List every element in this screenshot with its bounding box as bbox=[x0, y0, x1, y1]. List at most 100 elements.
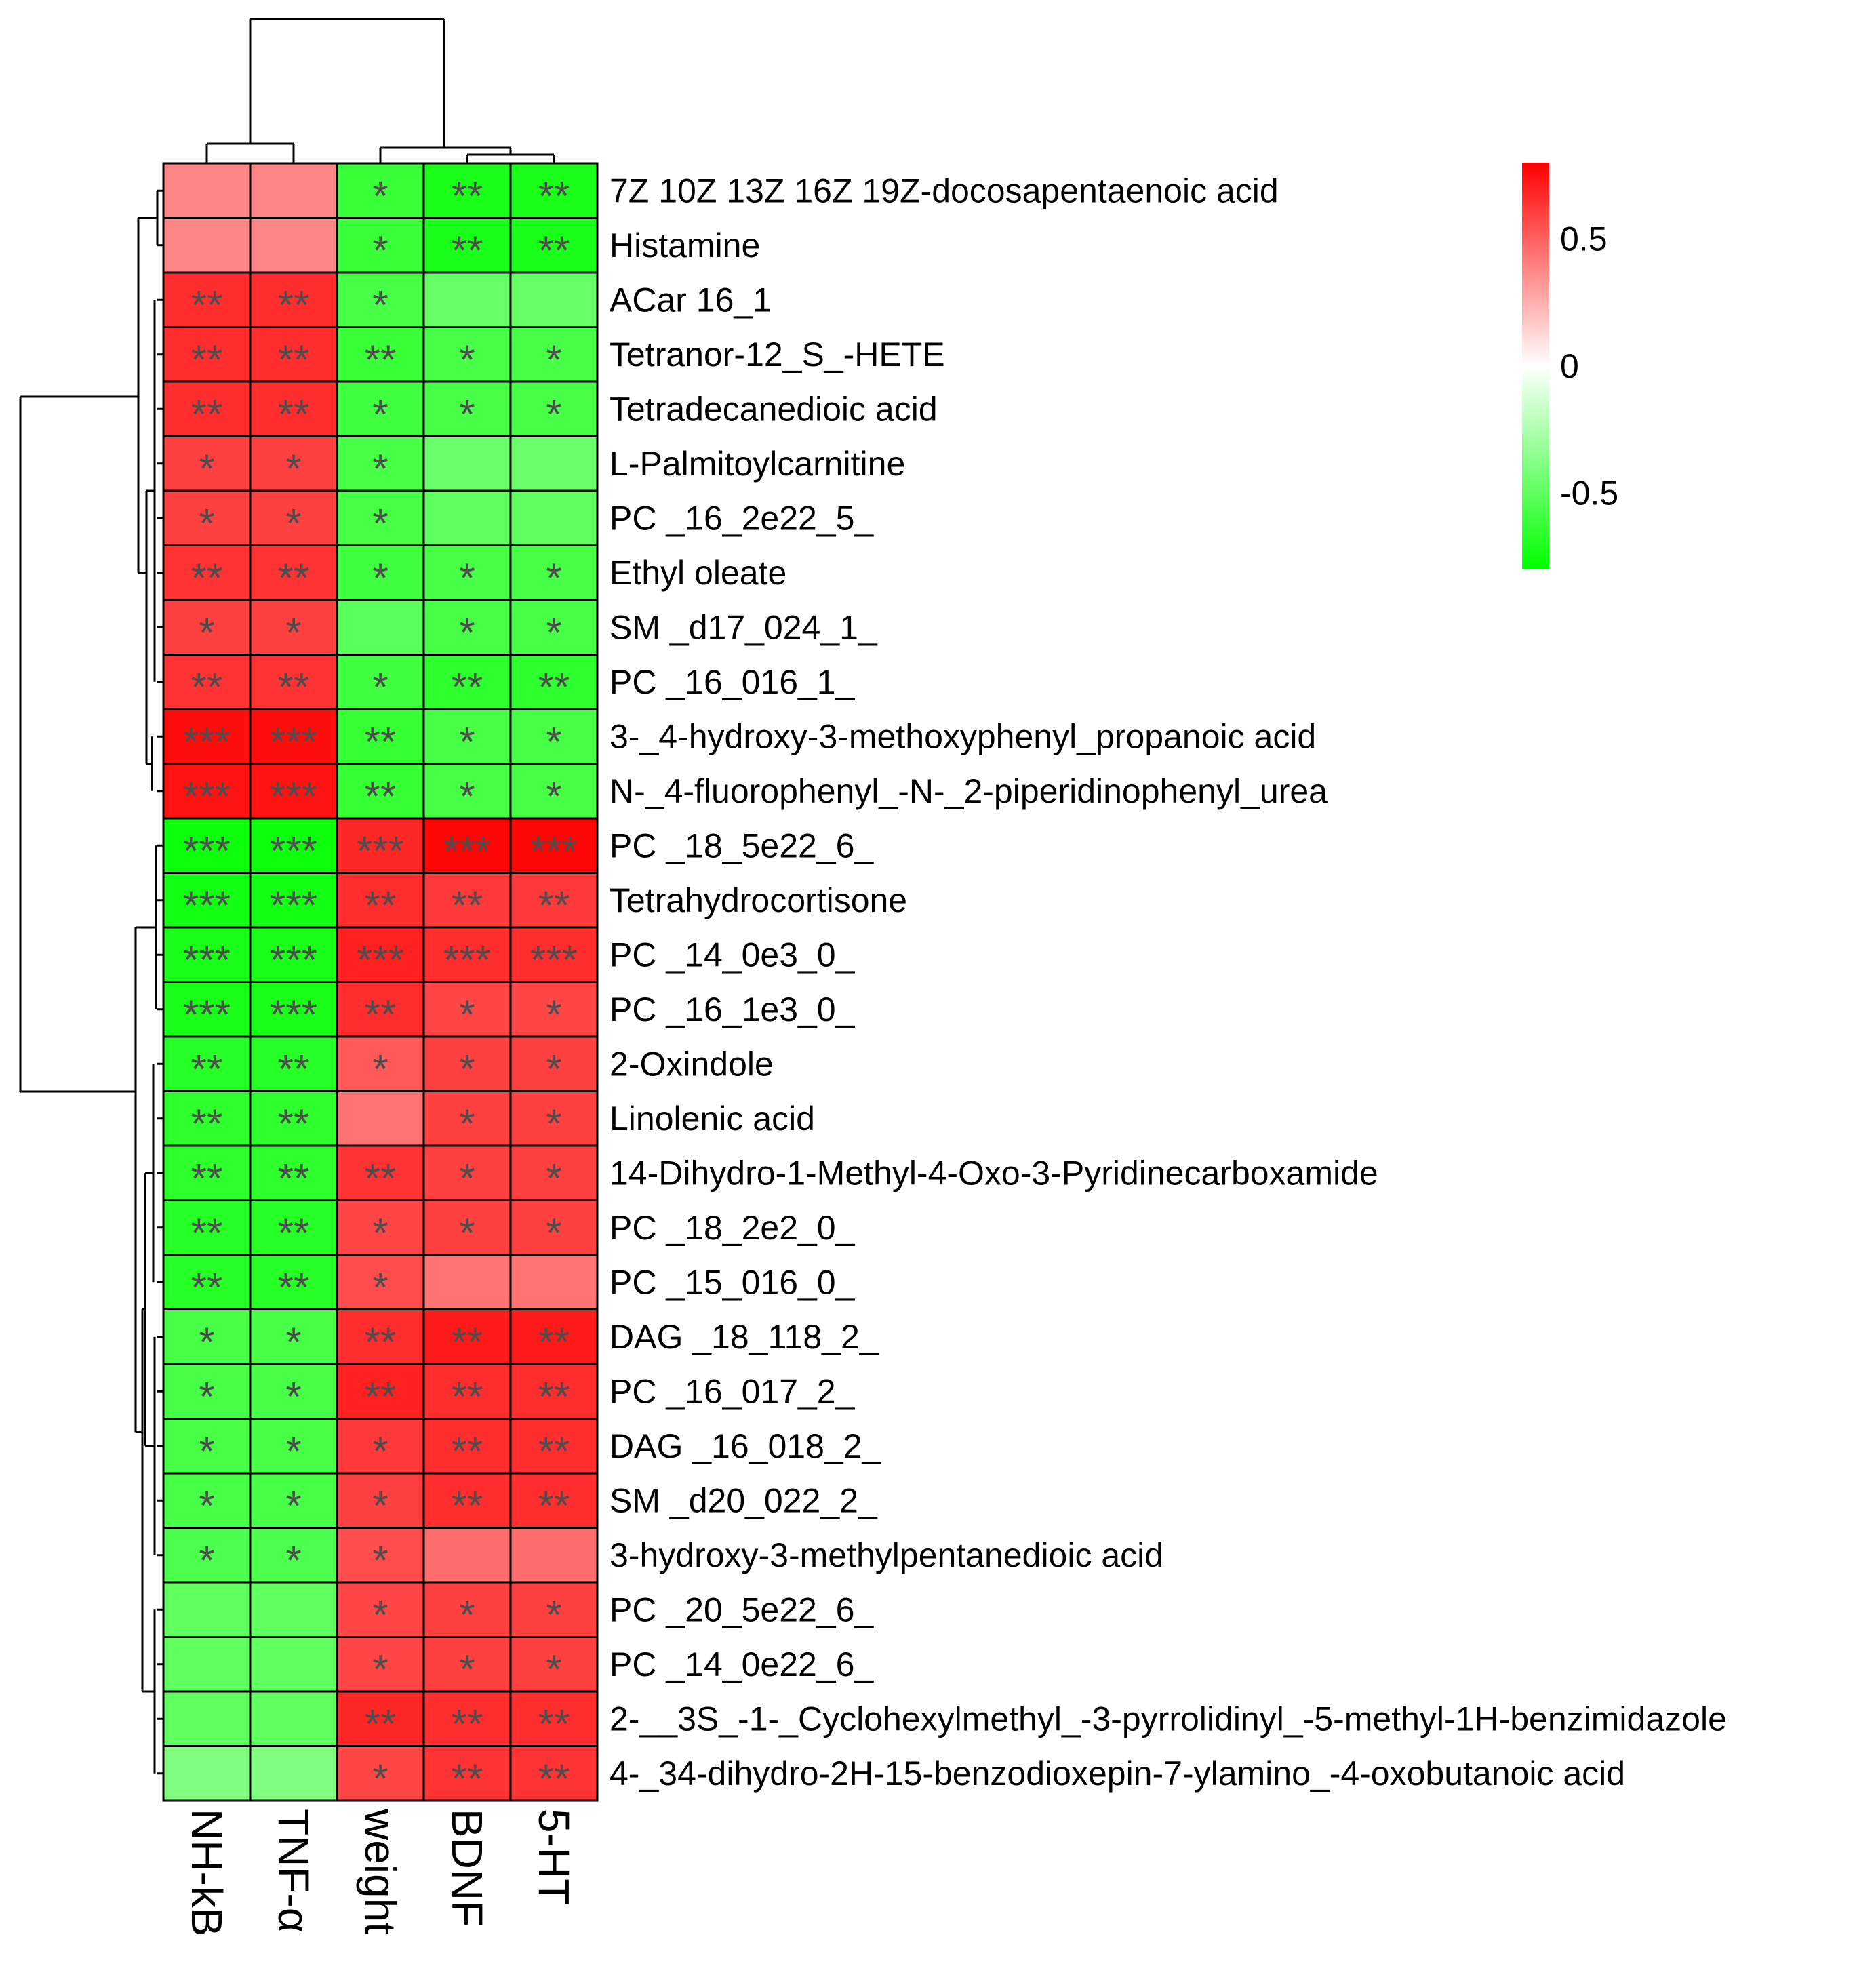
significance-star: *** bbox=[183, 828, 231, 873]
significance-star: ** bbox=[538, 1701, 570, 1746]
heatmap-cell bbox=[509, 817, 599, 874]
significance-star: * bbox=[546, 1210, 561, 1256]
significance-star: ** bbox=[191, 1264, 223, 1310]
significance-star: *** bbox=[270, 992, 317, 1037]
heatmap-cell bbox=[509, 763, 599, 820]
heatmap-cell bbox=[162, 1690, 252, 1747]
heatmap-cell bbox=[422, 708, 512, 765]
heatmap-cell bbox=[249, 1144, 338, 1201]
significance-star: *** bbox=[443, 937, 491, 982]
significance-star: * bbox=[459, 337, 475, 382]
heatmap-cell bbox=[336, 1418, 425, 1475]
heatmap-cell bbox=[162, 544, 252, 601]
row-label: 4-_34-dihydro-2H-15-benzodioxepin-7-ylam… bbox=[610, 1755, 1625, 1793]
significance-star: * bbox=[459, 609, 475, 655]
heatmap-cell bbox=[249, 1199, 338, 1256]
significance-star: * bbox=[372, 555, 388, 601]
heatmap-cell bbox=[509, 1308, 599, 1365]
significance-star: * bbox=[372, 1538, 388, 1583]
heatmap-cell bbox=[336, 544, 425, 601]
significance-stars: * ** *** ** **** ** *** ** ** * *** ** * * ** * ** * *** **… bbox=[183, 173, 578, 1801]
significance-star: * bbox=[372, 228, 388, 273]
row-label: N-_4-fluorophenyl_-N-_2-piperidinophenyl… bbox=[610, 772, 1328, 810]
significance-star: * bbox=[546, 1647, 561, 1692]
significance-star: ** bbox=[278, 1264, 310, 1310]
heatmap-cell bbox=[422, 1199, 512, 1256]
significance-star: * bbox=[199, 446, 214, 492]
heatmap-cell bbox=[509, 271, 599, 328]
significance-star: * bbox=[546, 992, 561, 1037]
significance-star: * bbox=[372, 1756, 388, 1801]
significance-star: * bbox=[285, 1374, 301, 1419]
column-label: NH-kB bbox=[182, 1809, 231, 1936]
row-labels: 7Z 10Z 13Z 16Z 19Z-docosapentaenoic acid… bbox=[610, 172, 1727, 1793]
significance-star: ** bbox=[278, 555, 310, 601]
legend-tick-label: 0.5 bbox=[1560, 220, 1608, 258]
significance-star: * bbox=[546, 609, 561, 655]
significance-star: * bbox=[372, 664, 388, 710]
row-label: PC _14_0e3_0_ bbox=[610, 936, 856, 974]
significance-star: * bbox=[459, 774, 475, 819]
significance-star: ** bbox=[278, 664, 310, 710]
column-label: 5-HT bbox=[530, 1809, 578, 1905]
row-label: L-Palmitoylcarnitine bbox=[610, 445, 905, 483]
significance-star: * bbox=[372, 500, 388, 546]
significance-star: ** bbox=[452, 1701, 483, 1746]
heatmap-cell bbox=[509, 1418, 599, 1475]
significance-star: * bbox=[546, 1592, 561, 1637]
heatmap-cell bbox=[509, 326, 599, 383]
significance-star: * bbox=[459, 1101, 475, 1146]
heatmap-cell bbox=[509, 926, 599, 983]
heatmap-cell bbox=[162, 271, 252, 328]
significance-star: ** bbox=[452, 1374, 483, 1419]
column-labels: NH-kB TNF-α weight BDNF 5-HT bbox=[182, 1808, 578, 1936]
color-scale-legend: 0.5 0 -0.5 bbox=[1522, 163, 1618, 569]
heatmap-cell bbox=[249, 1254, 338, 1310]
significance-star: ** bbox=[365, 1155, 397, 1201]
heatmap-cell bbox=[249, 162, 338, 219]
heatmap-cell bbox=[422, 1090, 512, 1147]
significance-star: * bbox=[546, 1046, 561, 1092]
heatmap-cell bbox=[162, 1636, 252, 1693]
significance-star: *** bbox=[270, 774, 317, 819]
heatmap-cell bbox=[509, 217, 599, 274]
significance-star: ** bbox=[538, 1483, 570, 1528]
significance-star: * bbox=[459, 1647, 475, 1692]
significance-star: *** bbox=[183, 937, 231, 982]
legend-color-bar bbox=[1522, 163, 1549, 569]
significance-star: ** bbox=[191, 1155, 223, 1201]
significance-star: * bbox=[459, 1592, 475, 1637]
significance-star: * bbox=[546, 1155, 561, 1201]
heatmap-cell bbox=[162, 1581, 252, 1638]
heatmap-cell bbox=[422, 489, 512, 546]
heatmap-cell bbox=[336, 1090, 425, 1147]
heatmap-cell bbox=[162, 1090, 252, 1147]
significance-star: ** bbox=[452, 883, 483, 928]
column-dendrogram bbox=[205, 18, 555, 163]
heatmap-cell bbox=[509, 380, 599, 437]
heatmap-cell bbox=[249, 1035, 338, 1092]
row-label: PC _18_5e22_6_ bbox=[610, 826, 874, 864]
heatmap-cell bbox=[162, 1254, 252, 1310]
heatmap-cell bbox=[422, 1745, 512, 1802]
row-label: PC _20_5e22_6_ bbox=[610, 1590, 874, 1628]
significance-star: ** bbox=[365, 337, 397, 382]
heatmap-cell bbox=[509, 1199, 599, 1256]
heatmap-cell bbox=[249, 1090, 338, 1147]
row-label: Tetranor-12_S_-HETE bbox=[610, 336, 945, 374]
significance-star: ** bbox=[278, 391, 310, 437]
significance-star: ** bbox=[538, 1428, 570, 1474]
significance-star: * bbox=[199, 1319, 214, 1365]
heatmap-cell bbox=[509, 1527, 599, 1584]
significance-star: * bbox=[199, 1483, 214, 1528]
significance-star: * bbox=[372, 1264, 388, 1310]
significance-star: ** bbox=[278, 337, 310, 382]
heatmap-cell bbox=[509, 1690, 599, 1747]
significance-star: ** bbox=[452, 1428, 483, 1474]
heatmap-cell bbox=[249, 1690, 338, 1747]
significance-star: * bbox=[285, 1483, 301, 1528]
heatmap-cell bbox=[336, 1472, 425, 1529]
significance-star: ** bbox=[278, 282, 310, 327]
significance-star: *** bbox=[530, 828, 578, 873]
